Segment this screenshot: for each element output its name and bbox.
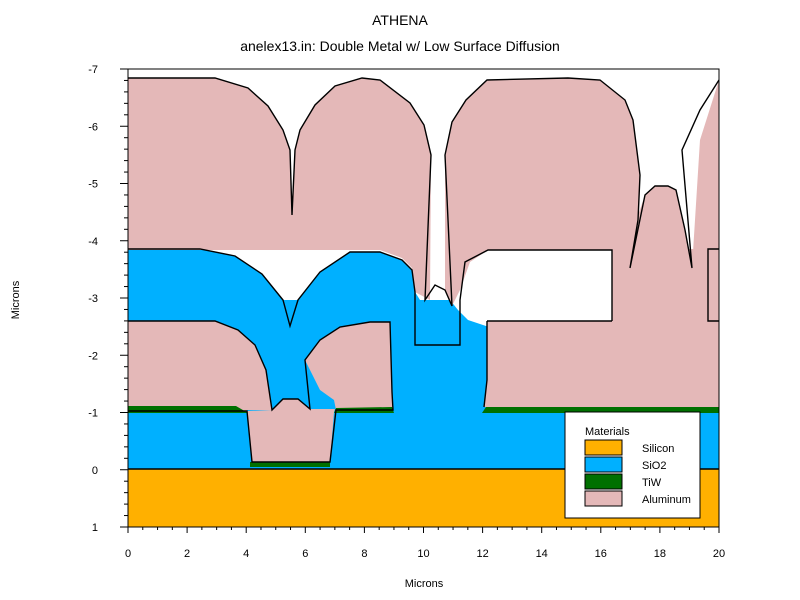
metal1-gap-region: [247, 399, 335, 462]
metal2-left-region: [128, 78, 431, 300]
y-tick-label: -6: [88, 121, 98, 133]
x-tick-label: 16: [595, 548, 607, 560]
metal1-far-right-region: [484, 249, 719, 407]
x-tick-label: 10: [417, 548, 429, 560]
legend-swatch: [584, 439, 623, 456]
legend-title: Materials: [585, 426, 630, 438]
axis-ticks: [120, 68, 720, 533]
plot-title: anelex13.in: Double Metal w/ Low Surface…: [240, 38, 560, 54]
y-tick-label: 1: [92, 522, 98, 534]
x-axis-label: Microns: [404, 578, 444, 590]
legend-swatch: [584, 490, 623, 507]
legend-swatch: [584, 473, 623, 490]
y-tick-label: -2: [88, 350, 98, 362]
y-tick-label: -7: [88, 64, 98, 76]
tiw-center-strip: [250, 462, 330, 467]
metal1-right-outline: [483, 248, 719, 408]
y-tick-label: -5: [88, 179, 98, 191]
material-regions: [128, 78, 719, 527]
axis-tick-labels: 0 2 4 6 8 10 12 14 16 18 20 -7 -6 -5 -4 -3 -2 -1 0 1: [88, 64, 725, 560]
x-tick-label: 8: [361, 548, 367, 560]
legend-label: TiW: [642, 477, 662, 489]
x-tick-label: 2: [184, 548, 190, 560]
metal2-far-right-region: [630, 80, 719, 321]
x-tick-label: 12: [476, 548, 488, 560]
metal1-right-region: [305, 322, 393, 410]
x-tick-label: 4: [243, 548, 249, 560]
app-title: ATHENA: [372, 12, 428, 28]
x-tick-label: 18: [654, 548, 666, 560]
y-tick-label: -3: [88, 293, 98, 305]
oxide-top-outline: [128, 248, 613, 346]
legend-label: SiO2: [642, 460, 666, 472]
metal2-right-region: [445, 78, 640, 306]
y-tick-label: -1: [88, 408, 98, 420]
legend-swatch: [584, 456, 623, 473]
legend-items: Silicon SiO2 TiW Aluminum: [584, 439, 691, 507]
x-tick-label: 6: [302, 548, 308, 560]
legend-label: Silicon: [642, 443, 674, 455]
metal2-top-outline: [128, 77, 720, 307]
tiw-left-strip: [128, 406, 248, 413]
metal1-left-region: [128, 321, 272, 411]
x-tick-label: 14: [536, 548, 548, 560]
x-tick-label: 20: [713, 548, 725, 560]
legend: Materials Silicon SiO2 TiW Aluminum: [564, 411, 701, 519]
y-tick-label: 0: [92, 465, 98, 477]
metal1-outline: [128, 320, 394, 463]
legend-label: Aluminum: [642, 494, 691, 506]
y-tick-label: -4: [88, 236, 98, 248]
x-tick-label: 0: [125, 548, 131, 560]
